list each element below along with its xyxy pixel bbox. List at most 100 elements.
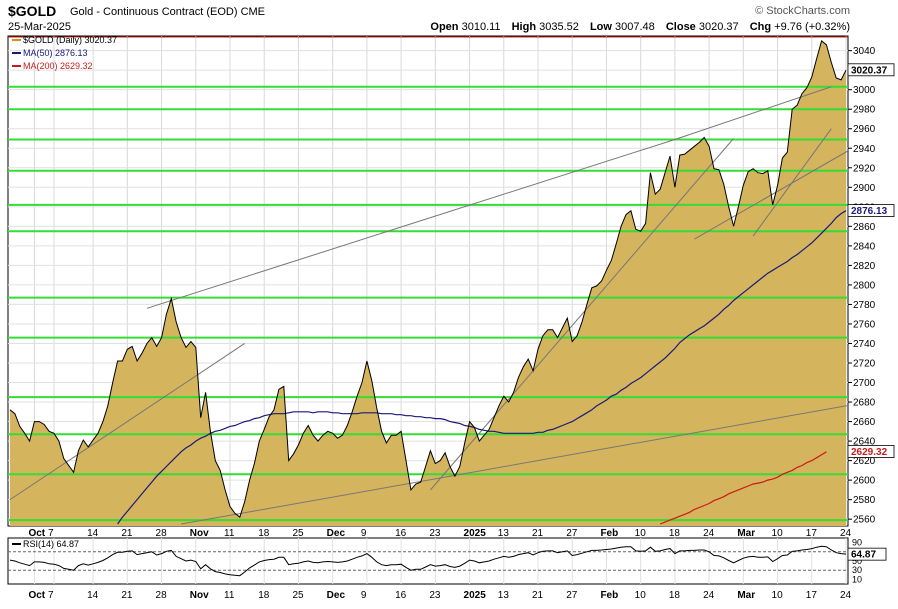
x-tick-label-bottom: 23 bbox=[429, 590, 441, 601]
rsi-y-tick-label: 90 bbox=[852, 538, 862, 548]
symbol-title: $GOLD bbox=[8, 3, 57, 19]
rsi-y-tick-label: 10 bbox=[852, 574, 862, 584]
trendline bbox=[674, 86, 832, 140]
rsi-panel-frame bbox=[7, 537, 849, 585]
x-tick-label-bottom: 10 bbox=[635, 590, 647, 601]
rsi-tag: 64.87 bbox=[851, 550, 876, 561]
open-value: 3010.11 bbox=[461, 21, 501, 33]
y-tick-label: 3040 bbox=[853, 46, 876, 57]
x-tick-label-bottom: 21 bbox=[532, 590, 544, 601]
y-tick-label: 2800 bbox=[853, 280, 876, 291]
x-tick-label-bottom: 24 bbox=[840, 590, 852, 601]
y-tick-label: 2720 bbox=[853, 358, 876, 369]
y-tick-label: 2980 bbox=[853, 105, 876, 116]
close-value: 3020.37 bbox=[698, 21, 739, 33]
x-tick-label-bottom: 9 bbox=[361, 590, 367, 601]
x-tick-label-bottom: Oct bbox=[28, 590, 45, 601]
trendline bbox=[146, 138, 676, 309]
y-tick-label: 2600 bbox=[853, 476, 876, 487]
x-tick-label: 10 bbox=[772, 528, 784, 539]
x-tick-label: Oct bbox=[28, 528, 45, 539]
x-tick-label: 10 bbox=[635, 528, 647, 539]
trendline bbox=[694, 150, 848, 240]
y-tick-label: 2740 bbox=[853, 339, 876, 350]
x-tick-label-bottom: 28 bbox=[156, 590, 168, 601]
price-area-fill bbox=[10, 40, 846, 526]
x-tick-label-bottom: 25 bbox=[292, 590, 304, 601]
x-tick-label-bottom: 21 bbox=[121, 590, 133, 601]
x-tick-label-bottom: Dec bbox=[327, 590, 346, 601]
x-tick-label: 27 bbox=[566, 528, 578, 539]
x-tick-label-bottom: 11 bbox=[224, 590, 235, 601]
x-tick-label-bottom: 10 bbox=[772, 590, 784, 601]
x-tick-label-bottom: 13 bbox=[498, 590, 510, 601]
y-tick-label: 3000 bbox=[853, 85, 876, 96]
price-line bbox=[9, 40, 847, 519]
y-tick-label: 2900 bbox=[853, 183, 876, 194]
rsi-plot-area bbox=[8, 538, 848, 584]
x-tick-label-bottom: 24 bbox=[703, 590, 715, 601]
y-tick-label: 2560 bbox=[853, 515, 876, 526]
y-tick-label: 2700 bbox=[853, 378, 876, 389]
x-tick-label: Nov bbox=[190, 528, 209, 539]
y-tick-label: 2960 bbox=[853, 124, 876, 135]
chart-date: 25-Mar-2025 bbox=[8, 21, 71, 33]
low-label: Low bbox=[589, 21, 612, 33]
y-tick-label: 2940 bbox=[853, 144, 876, 155]
x-tick-label: 21 bbox=[532, 528, 544, 539]
description-text: Gold - Continuous Contract (EOD) bbox=[70, 6, 238, 18]
x-tick-label: 16 bbox=[395, 528, 407, 539]
x-tick-label-bottom: 18 bbox=[258, 590, 270, 601]
open-label: Open bbox=[430, 21, 459, 33]
exchange-text: CME bbox=[240, 6, 266, 18]
brand-watermark: © StockCharts.com bbox=[755, 5, 850, 17]
x-tick-label: 18 bbox=[669, 528, 681, 539]
y-tick-label: 2780 bbox=[853, 300, 876, 311]
x-tick-label-bottom: Mar bbox=[737, 590, 755, 601]
x-tick-label: Dec bbox=[327, 528, 346, 539]
y-tick-label: 2640 bbox=[853, 437, 876, 448]
y-tick-label: 2840 bbox=[853, 241, 876, 252]
x-tick-label: 13 bbox=[498, 528, 510, 539]
ma50-tag: 2876.13 bbox=[851, 206, 888, 217]
high-label: High bbox=[511, 21, 537, 33]
ma200-tag: 2629.32 bbox=[851, 447, 888, 458]
ma50-tag-bg bbox=[847, 204, 895, 217]
x-tick-label: 24 bbox=[703, 528, 715, 539]
trendline bbox=[181, 404, 848, 525]
x-tick-label-bottom: 17 bbox=[806, 590, 818, 601]
y-tick-label: 2660 bbox=[853, 417, 876, 428]
rsi-line bbox=[9, 545, 847, 577]
x-tick-label: 24 bbox=[840, 528, 852, 539]
x-tick-label-bottom: 18 bbox=[669, 590, 681, 601]
x-tick-label: 28 bbox=[156, 528, 168, 539]
close-label: Close bbox=[665, 21, 696, 33]
price-plot-area bbox=[8, 36, 848, 526]
x-tick-label-bottom: 2025 bbox=[464, 590, 487, 601]
rsi-y-tick-label: 50 bbox=[852, 556, 862, 566]
x-tick-label: 18 bbox=[258, 528, 270, 539]
price-tag: 3020.37 bbox=[851, 65, 888, 76]
symbol-description: Gold - Continuous Contract (EOD) CME bbox=[70, 6, 265, 18]
x-tick-label-bottom: Feb bbox=[600, 590, 618, 601]
x-tick-label: 7 bbox=[48, 528, 54, 539]
x-tick-label: 17 bbox=[806, 528, 818, 539]
x-tick-label: 25 bbox=[292, 528, 304, 539]
x-tick-label-bottom: Nov bbox=[190, 590, 209, 601]
low-value: 3007.48 bbox=[615, 21, 655, 33]
trendline bbox=[9, 343, 245, 501]
legend-price-text: $GOLD (Daily) 3020.37 bbox=[23, 35, 117, 45]
x-tick-label: Feb bbox=[600, 528, 618, 539]
ma200-line bbox=[659, 451, 827, 525]
y-tick-label: 2620 bbox=[853, 456, 876, 467]
y-tick-label: 2680 bbox=[853, 398, 876, 409]
x-tick-label-bottom: 14 bbox=[87, 590, 99, 601]
x-tick-label: 14 bbox=[87, 528, 99, 539]
ma50-line bbox=[117, 210, 847, 525]
legend-ma200-text: MA(200) 2629.32 bbox=[23, 61, 93, 71]
y-tick-label: 2760 bbox=[853, 319, 876, 330]
legend-rsi-text: RSI(14) 64.87 bbox=[23, 539, 79, 549]
legend-ma50-text: MA(50) 2876.13 bbox=[23, 48, 88, 58]
ma200-tag-bg bbox=[847, 445, 895, 458]
